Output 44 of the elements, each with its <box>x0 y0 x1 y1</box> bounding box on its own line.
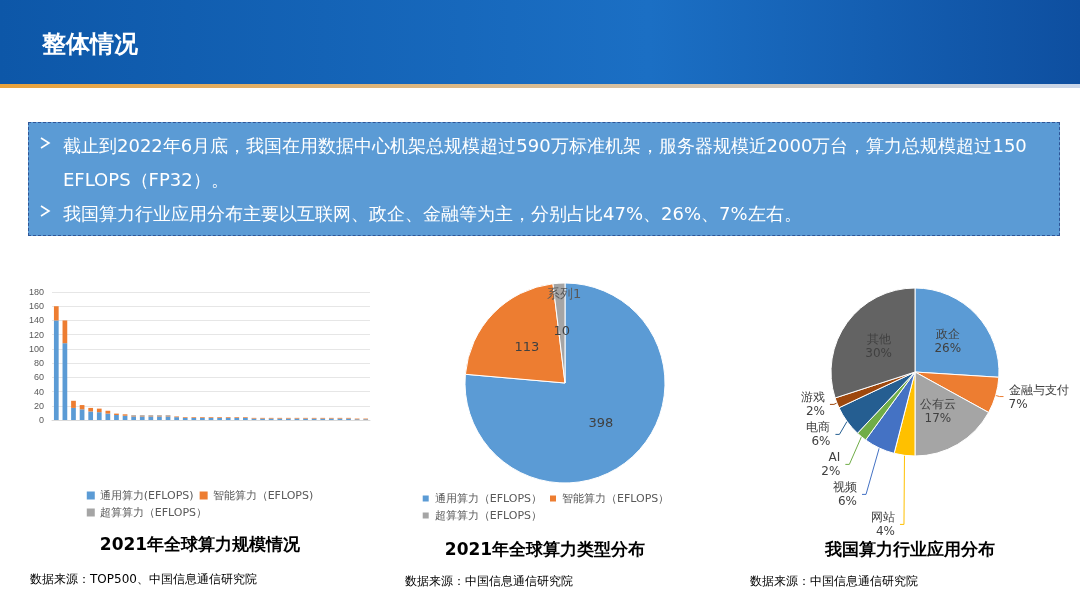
data-label: 7% <box>1008 396 1028 411</box>
y-tick-label: 80 <box>33 358 44 369</box>
text: 截止到2022年6月底，我国在用数据中心机架总规模超过590万标准机架，服务器规模近2000万台，算力总规模超过150 EFLOPS（FP32）。 <box>63 134 1028 192</box>
data-label: 4% <box>875 524 895 539</box>
slice-label: AI <box>828 450 841 465</box>
data-label: 17% <box>924 410 952 425</box>
data-label: 113 <box>514 338 540 354</box>
data-label: 6% <box>837 494 858 509</box>
y-tick-label: 20 <box>33 400 44 411</box>
legend-label: 超算算力（EFLOPS） <box>99 506 208 519</box>
slice-label: 公有云 <box>919 396 956 411</box>
text: 我国算力行业应用分布 <box>824 538 995 559</box>
y-tick-label: 40 <box>33 386 44 397</box>
source-note: 数据来源：中国信息通信研究院 <box>405 574 573 588</box>
data-label: 6% <box>811 434 831 449</box>
slice-label: 金融与支付 <box>1008 382 1069 397</box>
slice-label: 视频 <box>833 480 858 495</box>
text: 整体情况 <box>42 29 138 60</box>
data-label: 10 <box>553 322 571 338</box>
y-tick-label: 0 <box>38 415 44 425</box>
text: 2021年全球算力类型分布 <box>444 538 646 559</box>
legend-label: 通用算力（EFLOPS） <box>434 492 543 505</box>
y-tick-label: 140 <box>28 315 44 326</box>
y-tick-label: 180 <box>28 287 44 297</box>
y-tick-label: 60 <box>33 372 44 383</box>
data-label: 26% <box>934 341 962 356</box>
y-tick-label: 160 <box>28 301 44 312</box>
text: 我国算力行业应用分布主要以互联网、政企、金融等为主，分别占比47%、26%、7%左右。 <box>63 202 802 226</box>
text: 2021年全球算力规模情况 <box>99 533 302 554</box>
legend-label: 智能算力（EFLOPS) <box>212 489 314 502</box>
data-label: 2% <box>805 404 825 419</box>
y-tick-label: 100 <box>28 343 44 354</box>
legend-label: 智能算力（EFLOPS） <box>562 492 670 505</box>
slice-label: 电商 <box>806 420 831 435</box>
legend-label: 超算算力（EFLOPS） <box>434 509 543 522</box>
y-tick-label: 120 <box>28 329 44 340</box>
slice-label: 网站 <box>870 510 895 525</box>
source-note: 数据来源：中国信息通信研究院 <box>750 574 918 588</box>
source-note: 数据来源：TOP500、中国信息通信研究院 <box>30 572 257 586</box>
data-label: 398 <box>588 414 614 430</box>
slice-label: 游戏 <box>800 390 825 405</box>
slice-label: 政企 <box>935 327 960 342</box>
legend-label: 通用算力(EFLOPS) <box>99 489 194 502</box>
data-label: 2% <box>821 464 841 479</box>
